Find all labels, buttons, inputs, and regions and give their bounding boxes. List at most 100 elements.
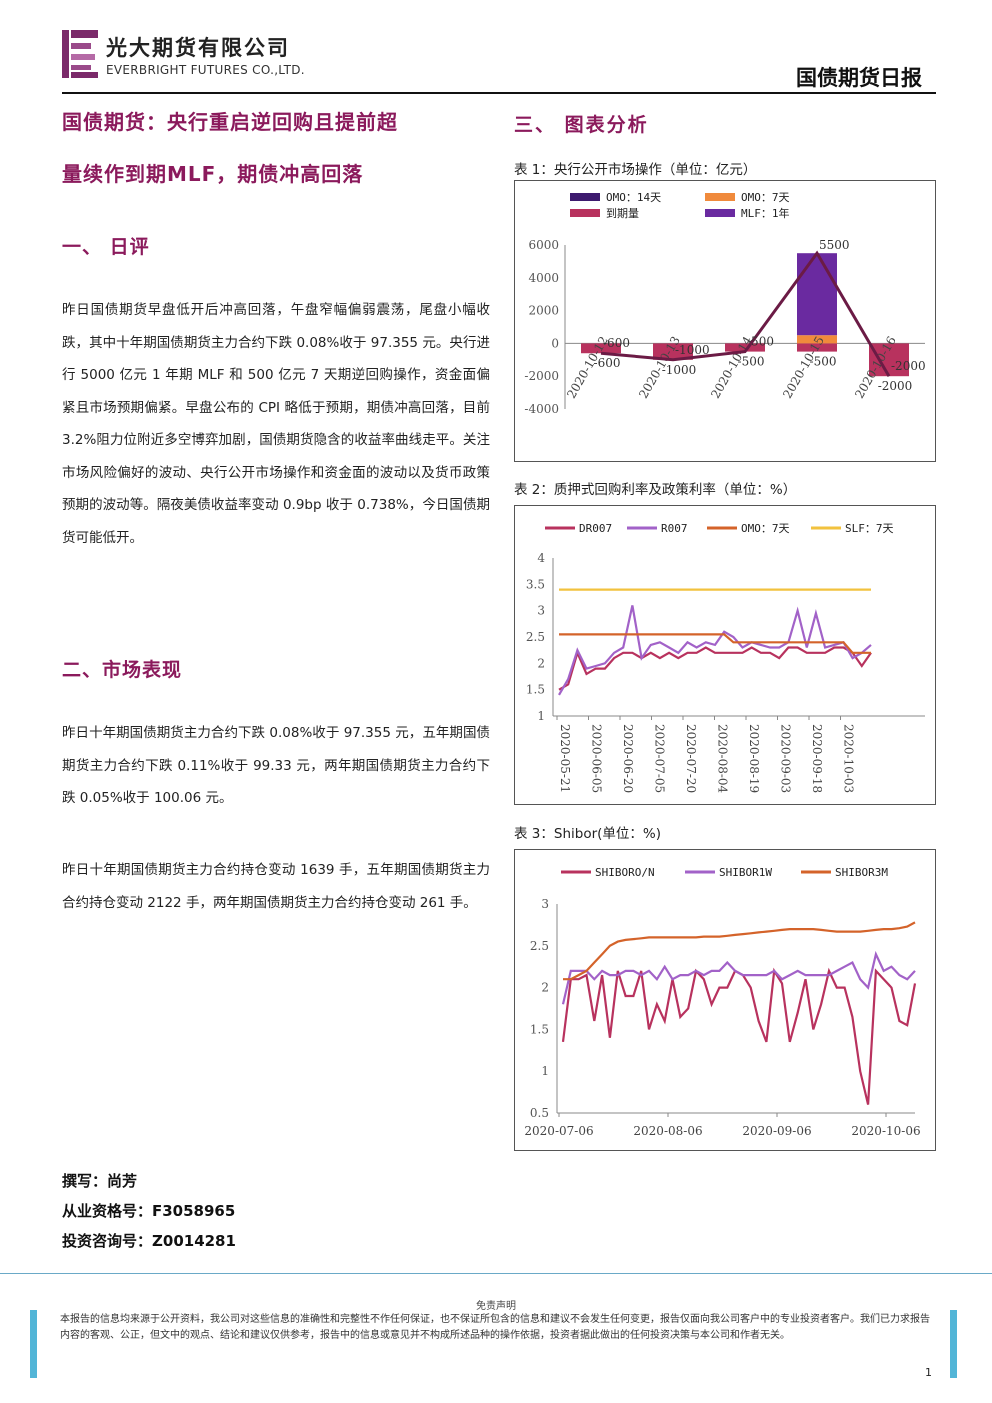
company-name-en: EVERBRIGHT FUTURES CO.,LTD. bbox=[106, 63, 305, 77]
section-heading-market: 二、市场表现 bbox=[62, 659, 183, 681]
chart1-ytick-label: -4000 bbox=[524, 402, 559, 416]
ytick-label: 3.5 bbox=[526, 577, 545, 591]
xtick-label: 2020-09-03 bbox=[779, 724, 793, 793]
ytick-label: 0.5 bbox=[530, 1106, 549, 1120]
chart1-net-label: -1000 bbox=[675, 343, 710, 357]
disclaimer-text: 本报告的信息均来源于公开资料，我公司对这些信息的准确性和完整性不作任何保证，也不… bbox=[60, 1314, 930, 1341]
market-paragraph-positions: 昨日十年期国债期货主力合约持仓变动 1639 手，五年期国债期货主力合约持仓变动… bbox=[62, 862, 490, 911]
chart1-legend-swatch bbox=[570, 209, 600, 217]
ytick-label: 3 bbox=[541, 897, 549, 911]
chart1-bar-due bbox=[797, 343, 837, 352]
company-logo bbox=[62, 30, 98, 78]
ytick-label: 4 bbox=[537, 551, 545, 565]
header-divider bbox=[62, 92, 936, 94]
qualification-number: 从业资格号：F3058965 bbox=[62, 1202, 236, 1220]
chart1-box: OMO：14天 OMO：7天 到期量 MLF：1年 6000 4000 2000 0 -2000… bbox=[514, 180, 936, 462]
disclaimer-title: 免责声明 bbox=[476, 1301, 516, 1312]
repo-rate-chart: DR007 R007 OMO：7天 SLF：7天 4 3.5 3 2.5 2 1.5 1 2020-0… bbox=[526, 522, 925, 794]
series-line-SHIBOR3M bbox=[563, 921, 916, 981]
section-heading-daily-review: 一、 日评 bbox=[62, 236, 150, 258]
xtick-label: 2020-07-05 bbox=[653, 724, 667, 793]
c3-legend: SHIBORO/N SHIBOR1W SHIBOR3M bbox=[561, 866, 888, 879]
chart1-ytick-label: -2000 bbox=[524, 369, 559, 383]
chart1-bar-due bbox=[653, 343, 693, 360]
chart3-box: SHIBORO/N SHIBOR1W SHIBOR3M 3 2.5 2 1.5 1 0.5 202… bbox=[514, 849, 936, 1151]
chart1-ytick-label: 6000 bbox=[528, 238, 559, 252]
section-heading-charts: 三、 图表分析 bbox=[514, 114, 649, 136]
report-type: 国债期货日报 bbox=[796, 65, 922, 90]
legend-label: OMO：7天 bbox=[741, 522, 790, 535]
xtick-label: 2020-08-04 bbox=[716, 724, 730, 794]
series-line-SHIBOR1W bbox=[561, 950, 916, 1005]
page-number: 1 bbox=[925, 1366, 932, 1379]
series-line-R007 bbox=[558, 605, 872, 696]
c2-legend: DR007 R007 OMO：7天 SLF：7天 bbox=[545, 522, 894, 535]
chart1-legend-swatch bbox=[705, 209, 735, 217]
chart1-caption: 表 1：央行公开市场操作（单位：亿元） bbox=[514, 162, 757, 178]
chart1-bar-label: -1000 bbox=[662, 363, 697, 377]
footer-divider bbox=[0, 1273, 992, 1274]
chart1-bar-label: -600 bbox=[594, 356, 621, 370]
chart1-legend-swatch bbox=[570, 193, 600, 201]
chart1-legend-swatch bbox=[705, 193, 735, 201]
chart1-bar-due bbox=[869, 343, 909, 377]
chart1-ytick-label: 2000 bbox=[528, 304, 559, 318]
xtick-label: 2020-08-19 bbox=[747, 724, 761, 793]
ytick-label: 2.5 bbox=[530, 939, 549, 953]
series-line-SHIBORO/N bbox=[561, 967, 917, 1105]
xtick-label: 2020-06-05 bbox=[590, 724, 604, 793]
series-line-OMO：7天 bbox=[559, 633, 871, 654]
xtick-label: 2020-09-18 bbox=[810, 724, 824, 793]
legend-label: SHIBOR3M bbox=[835, 866, 888, 879]
report-title-line1: 国债期货：央行重启逆回购且提前超 bbox=[62, 110, 398, 134]
chart1-bar-due bbox=[725, 343, 765, 352]
chart1-bar-label: -500 bbox=[738, 355, 765, 369]
ytick-label: 1.5 bbox=[530, 1022, 549, 1036]
ytick-label: 1 bbox=[537, 709, 545, 723]
chart1-net-label: -600 bbox=[603, 336, 630, 350]
ytick-label: 1 bbox=[541, 1064, 549, 1078]
author-name: 撰写：尚芳 bbox=[62, 1172, 138, 1190]
xtick-label: 2020-08-06 bbox=[633, 1124, 702, 1138]
chart1-bar-label: -500 bbox=[810, 355, 837, 369]
xtick-label: 2020-06-20 bbox=[621, 724, 635, 793]
chart1-legend-label: OMO：14天 bbox=[606, 191, 661, 204]
chart1-legend-label: OMO：7天 bbox=[741, 191, 790, 204]
xtick-label: 2020-09-06 bbox=[742, 1124, 811, 1138]
chart1-net-line-group bbox=[600, 250, 891, 377]
series-line-DR007 bbox=[558, 646, 872, 691]
footer-accent-left bbox=[30, 1310, 37, 1378]
shibor-chart: SHIBORO/N SHIBOR1W SHIBOR3M 3 2.5 2 1.5 1 0.5 202… bbox=[524, 866, 920, 1138]
ytick-label: 2.5 bbox=[526, 630, 545, 644]
footer-accent-right bbox=[950, 1310, 957, 1378]
chart1-net-label: 5500 bbox=[819, 238, 850, 252]
consult-number: 投资咨询号：Z0014281 bbox=[62, 1232, 236, 1250]
xtick-label: 2020-07-06 bbox=[524, 1124, 593, 1138]
xtick-label: 2020-10-06 bbox=[851, 1124, 920, 1138]
legend-label: SHIBORO/N bbox=[595, 866, 655, 879]
chart1-legend-label: MLF：1年 bbox=[741, 206, 790, 220]
chart1-bar-mlf bbox=[797, 253, 837, 336]
chart1-ytick-label: 4000 bbox=[528, 271, 559, 285]
legend-label: R007 bbox=[661, 522, 688, 535]
chart1-net-label: -2000 bbox=[891, 359, 926, 373]
ytick-label: 2 bbox=[537, 656, 545, 670]
xtick-label: 2020-05-21 bbox=[558, 724, 572, 793]
company-name-cn: 光大期货有限公司 bbox=[106, 35, 290, 60]
chart1-ytick-label: 0 bbox=[551, 336, 559, 350]
legend-label: DR007 bbox=[579, 522, 612, 535]
chart1-bar-omo7 bbox=[797, 335, 837, 344]
ytick-label: 1.5 bbox=[526, 683, 545, 697]
report-title-line2: 量续作到期MLF，期债冲高回落 bbox=[62, 162, 364, 186]
legend-label: SHIBOR1W bbox=[719, 866, 772, 879]
market-paragraph-prices: 昨日十年期国债期货主力合约下跌 0.08%收于 97.355 元，五年期国债期货… bbox=[62, 725, 490, 806]
chart2-box: DR007 R007 OMO：7天 SLF：7天 4 3.5 3 2.5 2 1.5 1 2020-0… bbox=[514, 505, 936, 805]
daily-review-paragraph: 昨日国债期货早盘低开后冲高回落，午盘窄幅偏弱震荡，尾盘小幅收跌，其中十年期国债期… bbox=[62, 302, 490, 546]
xtick-label: 2020-10-03 bbox=[842, 724, 856, 793]
xtick-label: 2020-07-20 bbox=[684, 724, 698, 793]
ytick-label: 3 bbox=[537, 604, 545, 618]
chart1-bar-label: -2000 bbox=[878, 379, 913, 393]
legend-label: SLF：7天 bbox=[845, 522, 894, 535]
